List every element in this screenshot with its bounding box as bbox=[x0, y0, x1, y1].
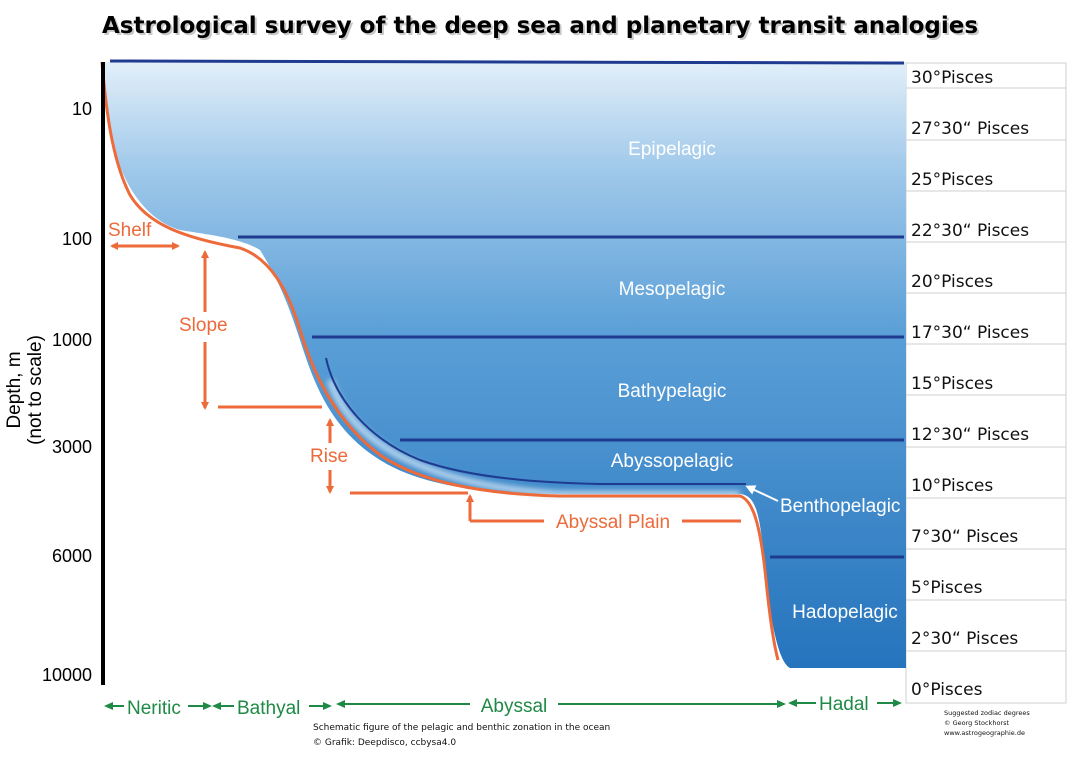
zone-boundaries bbox=[109, 59, 905, 559]
zone-label-mesopelagic: Mesopelagic bbox=[619, 279, 726, 300]
label-rise: Rise bbox=[310, 446, 348, 467]
svg-text:Depth, m: Depth, m bbox=[4, 351, 25, 428]
zone-label-epipelagic: Epipelagic bbox=[628, 139, 716, 160]
zone-hadal: Hadal bbox=[819, 694, 869, 715]
zodiac-degree: 15°Pisces bbox=[911, 374, 993, 394]
credit-line3: www.astrogeographie.de bbox=[944, 729, 1025, 737]
pelagic-zone-labels: Epipelagic Mesopelagic Bathypelagic Abys… bbox=[611, 139, 901, 623]
caption: Schematic figure of the pelagic and bent… bbox=[313, 723, 610, 748]
zone-label-abyssopelagic: Abyssopelagic bbox=[611, 451, 734, 472]
zodiac-degree: 20°Pisces bbox=[911, 272, 993, 292]
zone-neritic: Neritic bbox=[127, 698, 181, 719]
zodiac-degree: 7°30“ Pisces bbox=[911, 527, 1018, 547]
label-slope: Slope bbox=[179, 315, 228, 336]
zodiac-degree: 22°30“ Pisces bbox=[911, 221, 1029, 241]
depth-tick: 3000 bbox=[52, 437, 92, 457]
zone-abyssal: Abyssal bbox=[481, 696, 548, 717]
depth-tick-labels: 10 100 1000 3000 6000 10000 bbox=[42, 99, 92, 685]
depth-tick: 10 bbox=[72, 99, 92, 119]
depth-tick: 1000 bbox=[52, 330, 92, 350]
zodiac-degree: 25°Pisces bbox=[911, 170, 993, 190]
zodiac-degree: 30°Pisces bbox=[911, 68, 993, 88]
depth-tick: 6000 bbox=[52, 546, 92, 566]
zodiac-degree: 2°30“ Pisces bbox=[911, 629, 1018, 649]
zodiac-degree: 10°Pisces bbox=[911, 476, 993, 496]
ocean-body bbox=[104, 62, 906, 668]
credit-line2: © Georg Stockhorst bbox=[944, 719, 1009, 727]
depth-tick: 100 bbox=[62, 229, 92, 249]
page-title: Astrological survey of the deep sea and … bbox=[104, 15, 980, 41]
credit: Suggested zodiac degrees © Georg Stockho… bbox=[944, 709, 1030, 737]
label-shelf: Shelf bbox=[108, 220, 152, 241]
seafloor-line bbox=[100, 61, 780, 661]
zodiac-scale bbox=[905, 62, 1067, 704]
depth-tick: 10000 bbox=[42, 665, 92, 685]
seafloor-features: Shelf Slope Rise Abyssal Plain bbox=[108, 220, 741, 533]
zodiac-degree: 0°Pisces bbox=[911, 680, 983, 700]
zone-label-bathypelagic: Bathypelagic bbox=[618, 381, 727, 402]
zone-bathyal: Bathyal bbox=[237, 698, 300, 719]
caption-line1: Schematic figure of the pelagic and bent… bbox=[313, 723, 610, 733]
caption-line2: © Grafik: Deepdisco, ccbysa4.0 bbox=[313, 738, 456, 748]
zodiac-degree-labels: 30°Pisces 27°30“ Pisces 25°Pisces 22°30“… bbox=[911, 68, 1029, 700]
benthopelagic-line bbox=[325, 357, 746, 485]
depth-axis-label: Depth, m (not to scale) bbox=[4, 335, 46, 445]
zone-label-hadopelagic: Hadopelagic bbox=[792, 602, 898, 623]
benthopelagic-arrow bbox=[745, 485, 779, 502]
zodiac-degree: 5°Pisces bbox=[911, 578, 983, 598]
zodiac-degree: 12°30“ Pisces bbox=[911, 425, 1029, 445]
zodiac-degree: 27°30“ Pisces bbox=[911, 119, 1029, 139]
svg-text:(not to scale): (not to scale) bbox=[25, 335, 46, 445]
zodiac-degree: 17°30“ Pisces bbox=[911, 323, 1029, 343]
zone-label-benthopelagic: Benthopelagic bbox=[780, 496, 900, 517]
credit-line1: Suggested zodiac degrees bbox=[944, 709, 1030, 717]
label-abyssal-plain: Abyssal Plain bbox=[556, 512, 670, 533]
page-title: Astrological survey of the deep sea and … bbox=[102, 13, 978, 39]
horizontal-zones: Neritic Bathyal Abyssal Hadal bbox=[104, 694, 902, 719]
